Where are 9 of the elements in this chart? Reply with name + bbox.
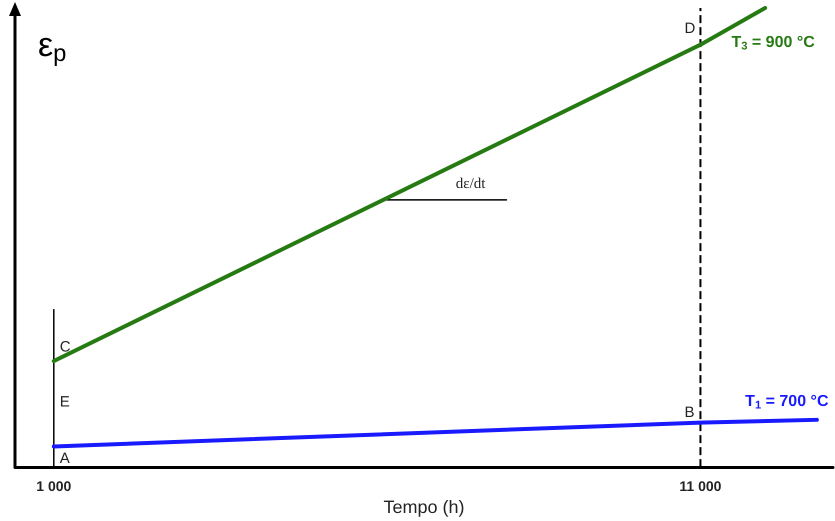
annotation: B	[684, 404, 694, 422]
x-tick-label: 1 000	[36, 478, 72, 494]
x-axis-title: Tempo (h)	[383, 497, 465, 517]
annotation: C	[60, 338, 71, 356]
annotation: E	[60, 393, 70, 410]
annotation: dε/dt	[456, 176, 486, 192]
annotation: D	[684, 20, 696, 38]
x-tick-label: 11 000	[679, 478, 722, 494]
annotation: A	[60, 450, 70, 467]
